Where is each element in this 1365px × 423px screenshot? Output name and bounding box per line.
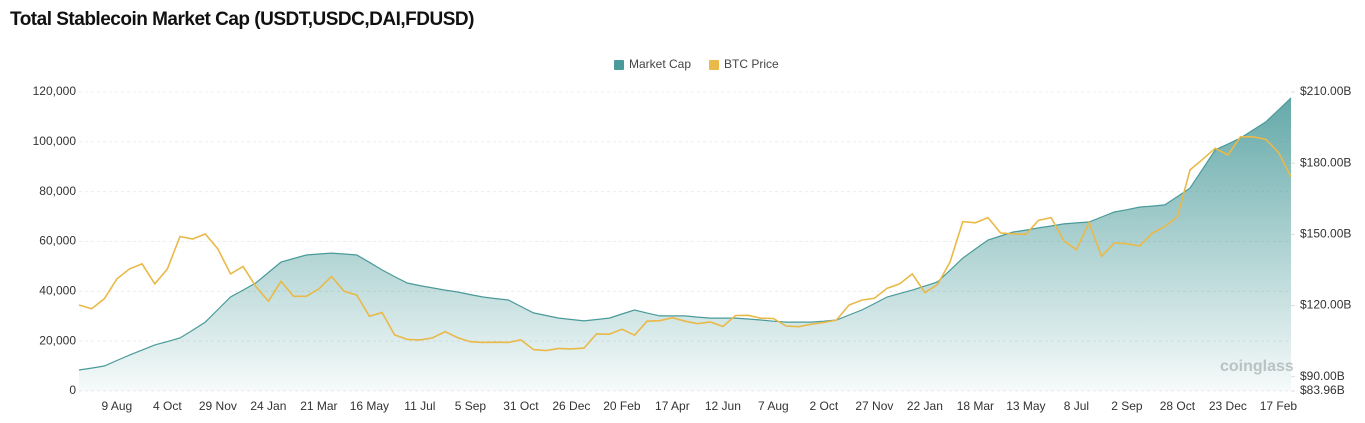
x-tick-label: 4 Oct [153,399,182,413]
x-tick-label: 28 Oct [1160,399,1196,413]
y-tick-label: 40,000 [39,284,76,298]
y-tick-label: 80,000 [39,184,76,198]
x-tick-label: 8 Jul [1064,399,1089,413]
y2-tick-label: $210.00B [1300,84,1351,98]
x-tick-label: 29 Nov [199,399,237,413]
y2-tick-label: $180.00B [1300,155,1351,169]
x-tick-label: 16 May [350,399,389,413]
legend-swatch [709,60,720,70]
legend-label: BTC Price [724,57,779,71]
y-tick-label: 60,000 [39,234,76,248]
y-tick-label: 120,000 [33,84,77,98]
y-tick-label: 100,000 [33,134,77,148]
x-tick-label: 12 Jun [705,399,741,413]
y2-tick-label: $150.00B [1300,227,1351,241]
legend-swatch [614,60,624,70]
x-tick-label: 2 Sep [1111,399,1143,413]
x-tick-label: 11 Jul [404,399,435,413]
y2-tick-label: $120.00B [1300,298,1351,312]
x-tick-label: 27 Nov [855,399,893,413]
y2-tick-label: $90.00B [1300,369,1345,383]
x-tick-label: 21 Mar [300,399,337,413]
legend-label: Market Cap [629,57,691,71]
x-tick-label: 2 Oct [810,399,839,413]
y-tick-label: 0 [69,383,76,397]
x-tick-label: 13 May [1006,399,1045,413]
chart-title: Total Stablecoin Market Cap (USDT,USDC,D… [10,9,474,30]
x-tick-label: 20 Feb [603,399,641,413]
x-tick-label: 7 Aug [758,399,789,413]
x-tick-label: 18 Mar [957,399,994,413]
line [78,136,1292,352]
x-tick-label: 5 Sep [455,399,487,413]
y-tick-label: 20,000 [39,333,76,347]
x-tick-label: 26 Dec [552,399,590,413]
x-tick-label: 9 Aug [102,399,133,413]
x-tick-label: 31 Oct [503,399,539,413]
area [79,97,1291,392]
y2-tick-label: $83.96B [1300,383,1345,397]
x-tick-label: 22 Jan [907,399,943,413]
x-tick-label: 17 Apr [655,399,690,413]
x-tick-label: 17 Feb [1260,399,1298,413]
x-tick-label: 24 Jan [250,399,286,413]
x-tick-label: 23 Dec [1209,399,1247,413]
